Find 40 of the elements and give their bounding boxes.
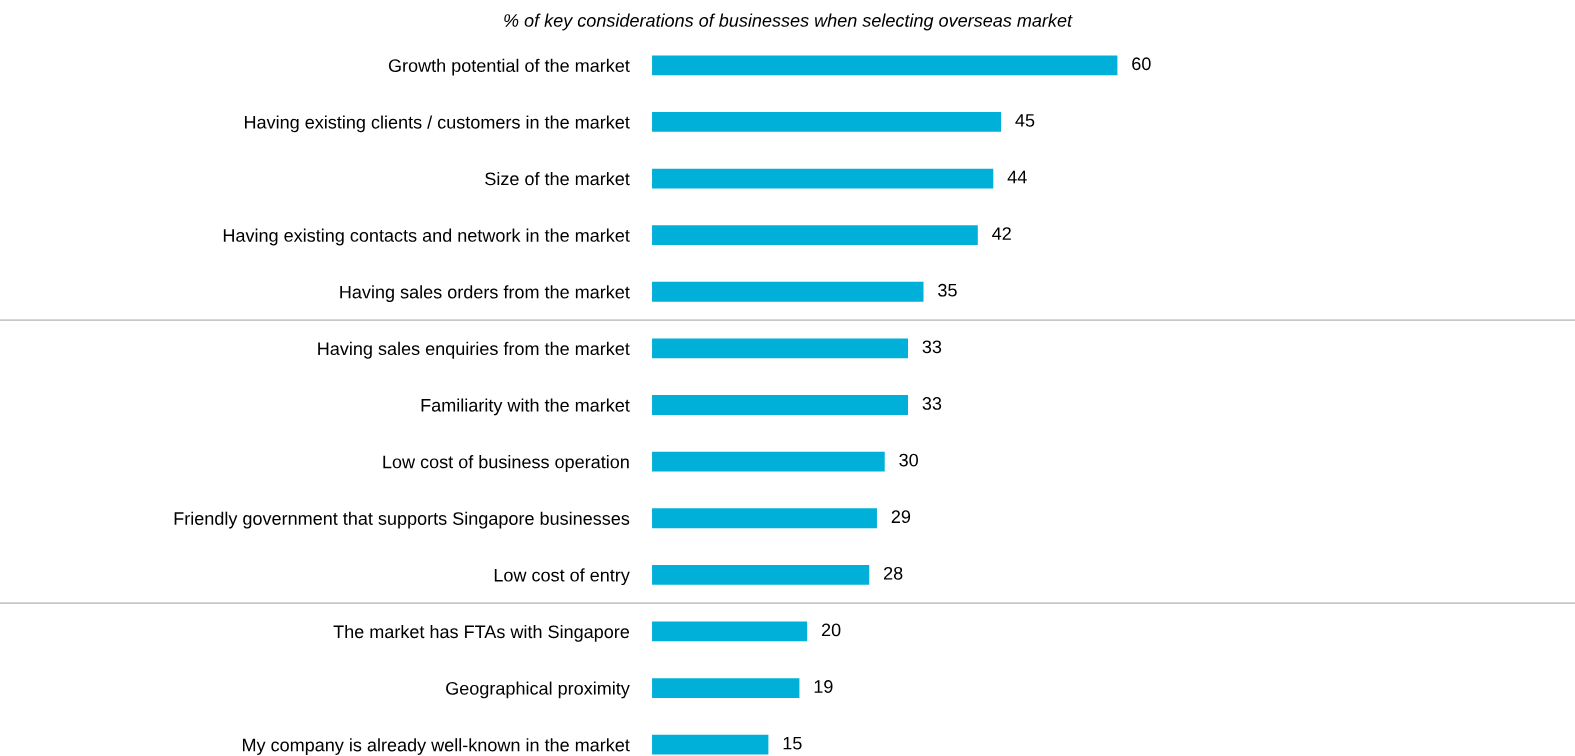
y-tick-label: Low cost of entry [494, 568, 630, 586]
bar [652, 338, 908, 359]
y-tick-label: Low cost of business operation [383, 455, 629, 472]
y-tick-label: The market has FTAs with Singapore [333, 624, 630, 642]
y-tick-label: Having existing clients / customers in the market [244, 115, 630, 133]
bar [652, 55, 1118, 76]
data-label: 44 [1007, 170, 1027, 184]
data-label: 45 [1015, 114, 1035, 127]
data-label: 19 [814, 680, 833, 693]
bar [652, 168, 994, 189]
y-tick-label: Familiarity with the market [421, 398, 630, 416]
y-tick-label: Having existing contacts and network in the market [223, 228, 630, 246]
bar [652, 451, 885, 472]
data-label: 28 [884, 566, 903, 580]
y-tick-label: Geographical proximity [446, 681, 630, 699]
y-tick-label: Growth potential of the market [388, 58, 630, 76]
data-label: 30 [899, 453, 918, 467]
bar [652, 281, 924, 302]
bar [652, 734, 769, 755]
data-label: 33 [922, 397, 942, 410]
bar [652, 678, 800, 698]
y-tick-label: My company is already well-known in the market [242, 738, 630, 755]
data-label: 42 [992, 227, 1011, 240]
y-tick-label: Friendly government that supports Singapore businesses [174, 511, 630, 529]
data-label: 35 [938, 283, 957, 297]
chart-title: % of key considerations of businesses when selecting overseas market [504, 13, 1073, 31]
bar [652, 564, 870, 585]
data-label: 33 [922, 340, 942, 354]
data-label: 60 [1132, 57, 1151, 71]
bar [652, 112, 1002, 132]
y-tick-label: Having sales orders from the market [340, 285, 630, 303]
y-tick-label: Having sales enquiries from the market [318, 341, 630, 359]
bar [652, 621, 808, 642]
y-tick-label: Size of the market [485, 171, 630, 186]
bar [652, 225, 978, 246]
bar [652, 508, 877, 529]
bar [652, 395, 908, 415]
data-label: 20 [821, 623, 841, 637]
data-label: 29 [891, 510, 911, 524]
data-label: 15 [783, 736, 802, 750]
